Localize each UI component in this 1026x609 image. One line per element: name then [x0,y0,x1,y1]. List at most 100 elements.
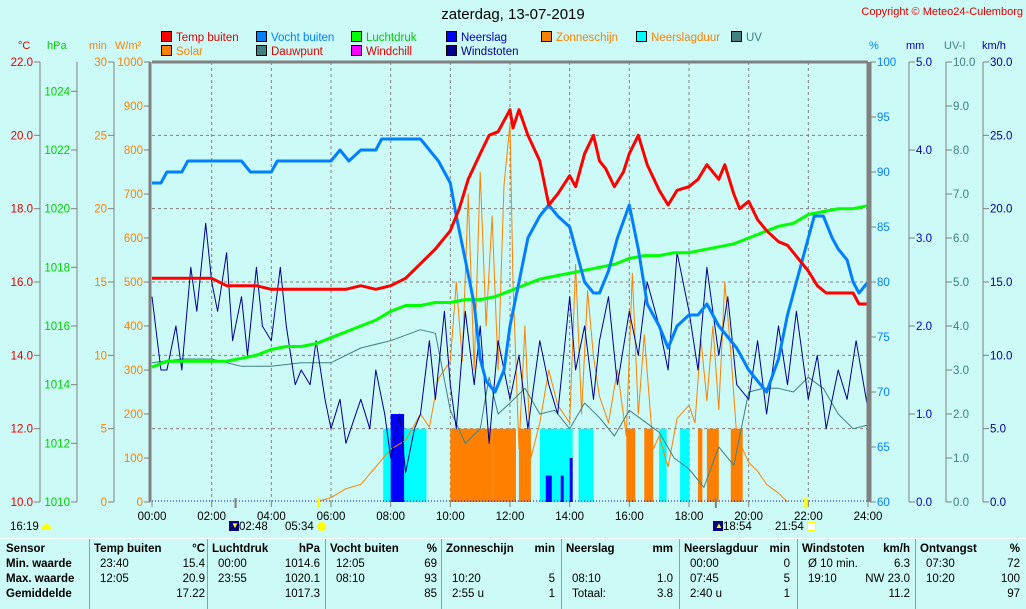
tick-label-uv: 0.0 [953,497,969,509]
bar-zonneschijn [626,428,636,502]
bar-neerslag [569,458,573,502]
tick-label-pressure: 1010 [44,497,70,509]
sun-icon [41,524,51,530]
stats-cell-time: 08:10 [336,573,365,585]
tick-label-solar: 300 [124,365,143,377]
x-tick-label: 02:00 [197,511,226,523]
stats-cell-value: 72 [1007,558,1020,570]
tick-label-solar: 200 [124,409,143,421]
bar-neerslagduur [539,428,573,502]
stats-column-divider [679,539,680,609]
stats-cell-time: 00:00 [218,558,247,570]
x-tick-label: 00:00 [138,511,167,523]
tick-label-temp: 18.0 [11,204,33,216]
stats-column-divider [441,539,442,609]
unit-label-rain: mm [906,40,925,52]
stats-cell: 23:40 15.4 [94,558,205,573]
tick-label-uv: 9.0 [953,101,969,113]
stats-cell: 08:10 93 [330,573,437,588]
bar-neerslagduur [578,428,594,502]
tick-label-solar: 600 [124,233,143,245]
stats-cell-time: 12:05 [100,573,129,585]
tick-label-wind: 30.0 [990,57,1012,69]
stats-cell-time: Totaal: [572,588,606,600]
axis-minutes: 0 5 10 15 20 25 30 [94,57,115,509]
stats-column-divider [89,539,90,609]
stats-cell-value: 1017.3 [284,588,320,600]
x-tick-label: 06:00 [317,511,346,523]
x-tick-label: 16:00 [615,511,644,523]
unit-label-wind: km/h [982,40,1006,52]
chart-title: zaterdag, 13-07-2019 [441,6,585,23]
stats-cell-value: 11.2 [888,588,910,600]
axis-humidity: 60 65 70 75 80 85 90 95 100 [868,57,896,509]
stats-cell-value: 17.22 [176,588,205,600]
stats-header-label: Windstoten [802,543,865,555]
unit-label-pressure: hPa [47,40,67,52]
sunset-marker [804,498,808,508]
stats-cell: 12:05 20.9 [94,573,205,588]
sunset: 21:54 [775,521,816,533]
sunrise-icon [316,522,326,531]
bar-zonneschijn [706,428,719,502]
legend-label: Luchtdruk [366,32,417,44]
tick-label-rain: 3.0 [916,233,932,245]
tick-label-temp: 14.0 [11,350,33,362]
axis-rain: 0.0 1.0 2.0 3.0 4.0 5.0 [908,57,932,509]
stats-column-divider [561,539,562,609]
axis-uv: 0.0 1.0 2.0 3.0 4.0 5.0 6.0 7.0 8.0 9.0 10.0 [945,57,975,509]
stats-header: Zonneschijn min [446,543,555,558]
unit-label-solar: W/m² [115,40,142,52]
stats-cell-value: 1020.1 [284,573,320,585]
axis-temp: 10.0 12.0 14.0 16.0 18.0 20.0 22.0 [11,57,41,509]
bar-neerslag [396,440,403,502]
stats-cell: 10:20 100 [920,573,1020,588]
tick-label-solar: 500 [124,277,143,289]
legend-item-uv: UV [731,31,762,44]
legend-swatch-icon [731,31,742,42]
stats-column-temp-buiten: Temp buiten °C 23:40 15.4 12:05 20.9 17.22 [94,543,205,609]
stats-header: Temp buiten °C [94,543,205,558]
tick-label-uv: 3.0 [953,365,969,377]
stats-cell-value: 100 [1000,573,1020,585]
tick-label-minutes: 0 [101,497,107,509]
legend-item-windstoten: Windstoten [446,45,519,58]
tick-label-uv: 7.0 [953,189,969,201]
axis-wind: 0.0 5.0 10.0 15.0 20.0 25.0 30.0 [982,57,1012,509]
tick-label-wind: 10.0 [990,350,1012,362]
tick-label-minutes: 20 [94,204,107,216]
stats-cell-value: 1.0 [657,573,673,585]
stats-header-unit: min [769,543,790,555]
x-tick-label: 14:00 [555,511,584,523]
stats-cell-time: Min. waarde [6,558,72,570]
dusk-marker [714,498,717,508]
stats-header-label: Luchtdruk [212,543,269,555]
stats-header-unit: min [534,543,555,555]
stats-cell-value: 3.8 [657,588,673,600]
tick-label-humidity: 95 [877,112,890,124]
sunrise: 05:34 [285,521,326,533]
stats-cell-value: 15.4 [182,558,205,570]
sunset-time: 21:54 [775,521,804,533]
tick-label-solar: 900 [124,101,143,113]
legend-swatch-icon [351,45,362,56]
stats-cell-value: 1 [548,588,555,600]
tick-label-uv: 4.0 [953,321,969,333]
bar-zonneschijn [644,428,654,502]
dawn-icon: ▼ [229,521,239,531]
stats-column-divider [797,539,798,609]
stats-header-unit: hPa [298,543,320,555]
stats-cell-time: 2:40 u [690,588,722,600]
tick-label-rain: 1.0 [916,409,932,421]
day-length: 16:19 [10,521,51,533]
dusk-icon: ▲ [713,521,723,531]
stats-cell-time: 08:10 [572,573,601,585]
stats-cell-value: 97 [1007,588,1020,600]
stats-cell-time: 23:55 [218,573,247,585]
x-tick-label: 08:00 [376,511,405,523]
stats-column-neerslag: Neerslag mm 08:10 1.0 Totaal: 3.8 [566,543,673,609]
stats-column-windstoten: Windstoten km/h Ø 10 min. 6.3 19:10 NW 23.0 11… [802,543,910,609]
stats-cell [446,558,555,573]
stats-column-sensor: Sensor Min. waarde Max. waarde Gemiddelde [6,543,82,609]
copyright-text: Copyright © Meteo24-Culemborg [861,6,1023,18]
